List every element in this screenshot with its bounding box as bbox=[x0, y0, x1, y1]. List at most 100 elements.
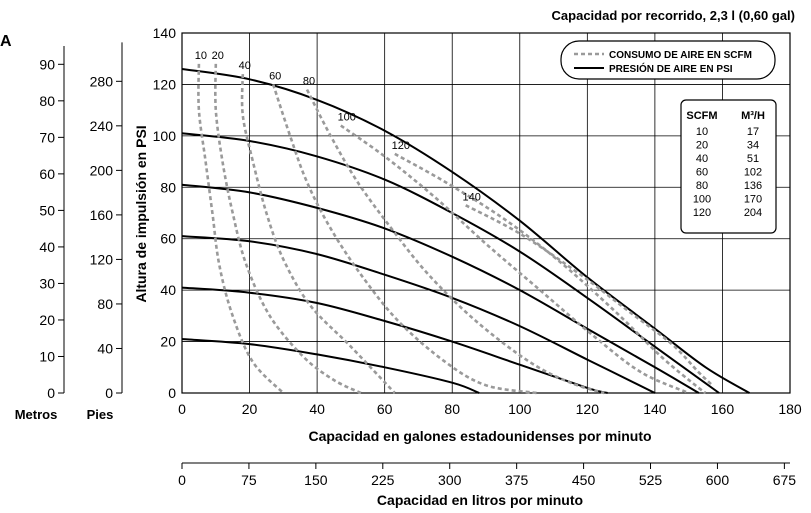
curve-label: 40 bbox=[239, 60, 251, 72]
metros-tick-label: 10 bbox=[39, 348, 55, 364]
pies-tick-label: 40 bbox=[97, 340, 113, 356]
scfm-conversion-table: SCFM M³/H 10 17 20 34 40 51 60 102 80 136 100 170 120 2… bbox=[680, 99, 777, 234]
table-cell: 34 bbox=[747, 140, 759, 152]
metros-tick-label: 60 bbox=[39, 166, 55, 182]
table-cell: 40 bbox=[696, 153, 708, 165]
x-tick-label: 100 bbox=[508, 401, 532, 417]
table-cell: 20 bbox=[696, 140, 708, 152]
pies-tick-label: 80 bbox=[97, 296, 113, 312]
chart-title: Capacidad por recorrido, 2,3 l (0,60 gal… bbox=[552, 8, 795, 23]
corner-label: A bbox=[0, 33, 12, 50]
y-tick-label: 20 bbox=[160, 334, 176, 350]
air-pressure-curve bbox=[181, 235, 656, 394]
air-consumption-curve bbox=[214, 63, 362, 395]
metros-tick-label: 20 bbox=[39, 312, 55, 328]
pies-tick-label: 280 bbox=[90, 73, 114, 89]
legend-label: CONSUMO DE AIRE EN SCFM bbox=[609, 50, 752, 61]
secondary-x-tick-label: 600 bbox=[706, 472, 730, 488]
air-pressure-curve bbox=[181, 183, 700, 394]
y-axis-label: Altura de impulsión en PSI bbox=[133, 125, 149, 302]
table-cell: 10 bbox=[696, 126, 708, 138]
secondary-x-axis-label: Capacidad en litros por minuto bbox=[377, 492, 583, 508]
pies-axis-label: Pies bbox=[87, 407, 114, 422]
air-consumption-curve bbox=[197, 63, 285, 394]
metros-tick-label: 90 bbox=[39, 56, 55, 72]
table-cell: 100 bbox=[693, 194, 711, 206]
table-cell: 136 bbox=[744, 180, 762, 192]
y-tick-label: 80 bbox=[160, 179, 176, 195]
curve-label: 120 bbox=[392, 140, 410, 152]
metros-tick-label: 80 bbox=[39, 93, 55, 109]
pies-tick-label: 240 bbox=[90, 118, 114, 134]
y-tick-label: 140 bbox=[153, 25, 177, 41]
curve-label: 100 bbox=[338, 112, 356, 124]
air-pressure-curve bbox=[181, 132, 720, 394]
table-cell: 51 bbox=[747, 153, 759, 165]
table-cell: 120 bbox=[693, 207, 711, 219]
pies-tick-label: 120 bbox=[90, 251, 114, 267]
table-cell: 17 bbox=[747, 126, 759, 138]
pies-tick-label: 200 bbox=[90, 162, 114, 178]
air-consumption-curve bbox=[340, 124, 690, 395]
x-axis-label: Capacidad en galones estadounidenses por… bbox=[308, 428, 651, 444]
curve-label: 10 bbox=[195, 50, 207, 62]
table-cell: 102 bbox=[744, 167, 762, 179]
x-tick-label: 60 bbox=[377, 401, 393, 417]
secondary-x-tick-label: 225 bbox=[371, 472, 395, 488]
table-cell: 60 bbox=[696, 167, 708, 179]
air-pressure-curve bbox=[181, 68, 751, 394]
air-consumption-curve bbox=[394, 152, 707, 395]
secondary-x-tick-label: 150 bbox=[304, 472, 328, 488]
table-cell: 80 bbox=[696, 180, 708, 192]
metros-tick-label: 50 bbox=[39, 202, 55, 218]
pies-tick-label: 0 bbox=[105, 385, 113, 401]
metros-tick-label: 40 bbox=[39, 239, 55, 255]
legend-label: PRESIÓN DE AIRE EN PSI bbox=[609, 62, 733, 75]
secondary-x-tick-label: 0 bbox=[178, 472, 186, 488]
y-tick-label: 120 bbox=[153, 76, 177, 92]
plot-frame bbox=[181, 32, 791, 394]
curve-label: 60 bbox=[269, 70, 281, 82]
legend-box bbox=[560, 40, 776, 80]
air-pressure-curve bbox=[181, 338, 480, 394]
air-consumption-curve bbox=[240, 74, 396, 394]
x-tick-label: 180 bbox=[778, 401, 802, 417]
secondary-x-tick-label: 450 bbox=[572, 472, 596, 488]
curve-label: 140 bbox=[463, 191, 481, 203]
x-tick-label: 40 bbox=[309, 401, 325, 417]
secondary-x-tick-label: 75 bbox=[241, 472, 257, 488]
secondary-x-tick-label: 375 bbox=[505, 472, 529, 488]
x-tick-label: 160 bbox=[711, 401, 735, 417]
metros-tick-label: 70 bbox=[39, 129, 55, 145]
y-tick-label: 100 bbox=[153, 128, 177, 144]
x-tick-label: 120 bbox=[576, 401, 600, 417]
axes-group: 0 20 40 60 80 100 120 140 160 1800204060801001201… bbox=[39, 25, 801, 488]
grid-lines bbox=[181, 32, 791, 394]
table-cell: 204 bbox=[744, 207, 762, 219]
metros-axis-label: Metros bbox=[15, 407, 58, 422]
metros-tick-label: 30 bbox=[39, 275, 55, 291]
air-consumption-curve bbox=[465, 204, 714, 387]
air-consumption-curve bbox=[271, 83, 537, 395]
y-tick-label: 0 bbox=[168, 385, 176, 401]
secondary-x-tick-label: 675 bbox=[773, 472, 797, 488]
x-tick-label: 20 bbox=[242, 401, 258, 417]
air-consumption-curve bbox=[305, 89, 605, 395]
curve-label: 20 bbox=[212, 50, 224, 62]
x-tick-label: 80 bbox=[444, 401, 460, 417]
secondary-x-tick-label: 300 bbox=[438, 472, 462, 488]
y-tick-label: 40 bbox=[160, 282, 176, 298]
y-tick-label: 60 bbox=[160, 231, 176, 247]
secondary-x-tick-label: 525 bbox=[639, 472, 663, 488]
table-cell: 170 bbox=[744, 194, 762, 206]
table-header: SCFM bbox=[686, 110, 717, 122]
table-header: M³/H bbox=[741, 110, 765, 122]
metros-tick-label: 0 bbox=[47, 385, 55, 401]
table-frame bbox=[680, 99, 777, 234]
curve-label: 80 bbox=[303, 76, 315, 88]
pies-tick-label: 160 bbox=[90, 207, 114, 223]
x-tick-label: 0 bbox=[178, 401, 186, 417]
